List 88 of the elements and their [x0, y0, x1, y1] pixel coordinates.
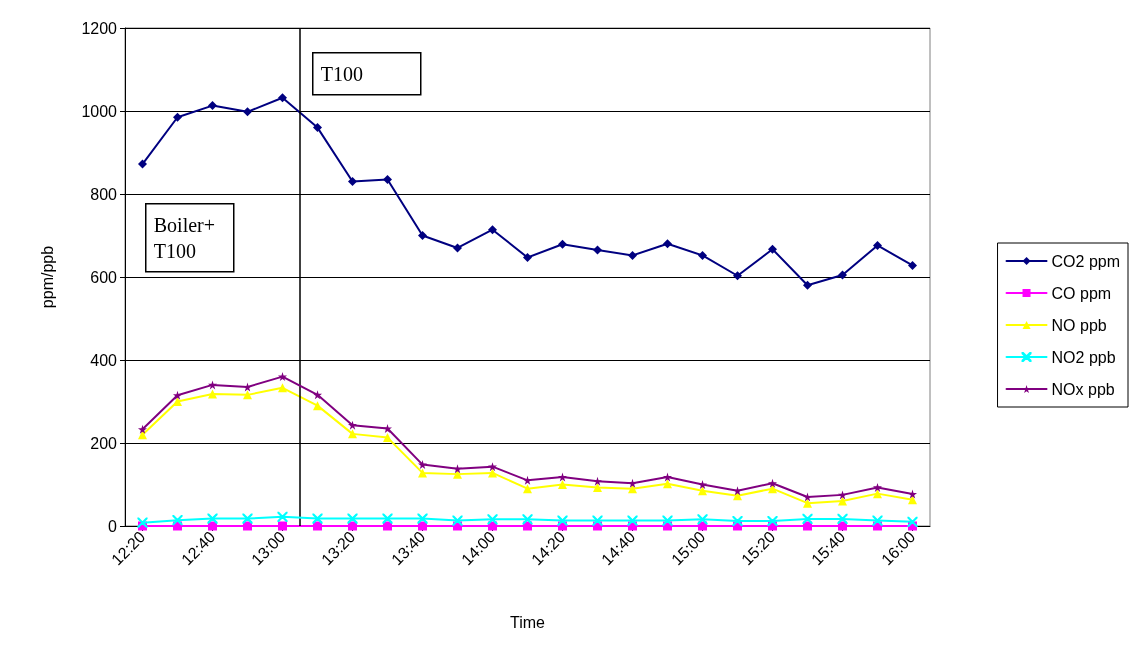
y-tick-label: 800 [90, 185, 118, 203]
point [418, 468, 428, 478]
point [453, 243, 462, 253]
point [418, 460, 428, 470]
point [313, 390, 323, 400]
point [453, 464, 462, 474]
point [628, 250, 638, 260]
point [908, 495, 918, 505]
point [488, 462, 497, 472]
point [873, 482, 882, 492]
y-tick-label: 1200 [81, 19, 118, 37]
point [242, 390, 252, 400]
point [873, 240, 882, 250]
point [838, 270, 848, 280]
point [242, 521, 252, 531]
point [137, 424, 147, 434]
point [593, 482, 602, 492]
annotation: T100 [320, 62, 363, 85]
point [313, 401, 323, 411]
point [663, 479, 672, 489]
legend-label: NOx ppb [1051, 380, 1115, 398]
point [137, 430, 147, 440]
point [278, 372, 287, 382]
legend-label: NO ppb [1051, 316, 1107, 334]
legend-label: CO2 ppm [1051, 252, 1120, 270]
point [837, 513, 848, 525]
point [383, 174, 392, 184]
point [838, 496, 848, 506]
point [418, 231, 428, 240]
point [698, 486, 708, 496]
point [593, 245, 602, 255]
point [698, 250, 708, 260]
point [488, 225, 497, 235]
point [768, 484, 777, 494]
point [208, 101, 218, 111]
y-tick-label: 0 [108, 517, 118, 535]
point [558, 480, 567, 489]
point [173, 390, 182, 400]
point [488, 468, 497, 478]
point [767, 515, 778, 527]
point [663, 472, 672, 482]
legend-label: CO ppm [1051, 284, 1112, 302]
point [733, 271, 743, 281]
point [347, 420, 357, 430]
point [698, 480, 708, 489]
point [278, 93, 287, 103]
point [383, 423, 392, 433]
point [208, 521, 218, 531]
point [347, 177, 357, 187]
point [523, 252, 533, 262]
point [628, 484, 638, 494]
point [732, 515, 743, 527]
point [908, 489, 918, 499]
point [173, 112, 182, 122]
y-tick-label: 200 [90, 434, 118, 452]
point [523, 484, 533, 494]
legend-label: NO2 ppb [1051, 348, 1116, 366]
point [278, 383, 287, 393]
point [803, 280, 813, 290]
point [137, 159, 147, 169]
point [593, 476, 602, 486]
point [313, 123, 323, 133]
point [208, 389, 218, 399]
point [663, 239, 672, 249]
point [383, 521, 392, 531]
point [873, 489, 882, 499]
point [768, 244, 777, 254]
point [173, 397, 182, 406]
point [313, 521, 323, 531]
point [278, 521, 287, 531]
point [803, 498, 813, 508]
point [558, 239, 567, 249]
point [347, 429, 357, 439]
point [802, 513, 813, 525]
point [347, 521, 357, 531]
point [768, 478, 777, 488]
point [908, 260, 918, 270]
y-tick-label: 400 [90, 351, 118, 369]
point [558, 472, 567, 482]
point [242, 107, 252, 117]
x-axis-title: Time [510, 613, 546, 631]
point [208, 380, 218, 390]
annotation: Boiler+ T100 [153, 213, 221, 262]
y-tick-label: 600 [90, 268, 118, 286]
point [418, 521, 428, 531]
y-axis-title: ppm/ppb [38, 245, 56, 309]
y-tick-label: 1000 [81, 102, 118, 120]
point [383, 433, 392, 443]
